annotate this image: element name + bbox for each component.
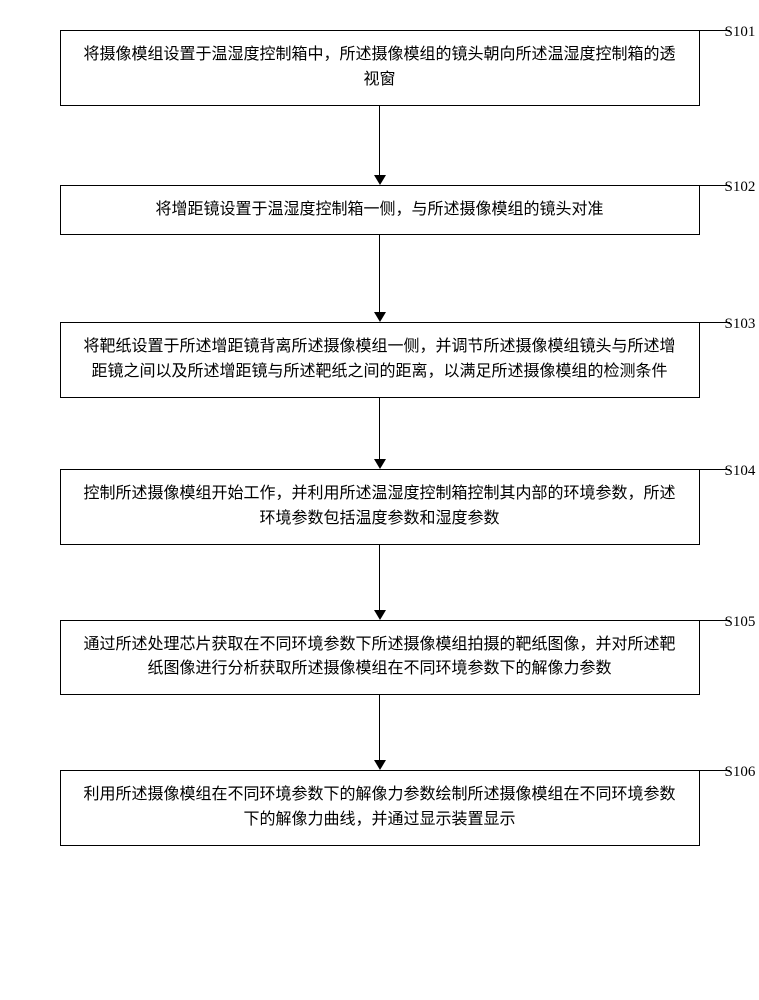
arrow-head xyxy=(374,175,386,185)
flow-box: 将靶纸设置于所述增距镜背离所述摄像模组一侧，并调节所述摄像模组镜头与所述增距镜之… xyxy=(60,322,700,398)
flow-step: 将摄像模组设置于温湿度控制箱中，所述摄像模组的镜头朝向所述温湿度控制箱的透视窗S… xyxy=(20,30,739,106)
arrow-down-icon xyxy=(374,106,386,185)
arrow-shaft xyxy=(379,398,380,460)
step-label: S104 xyxy=(725,463,756,480)
arrow-down-icon xyxy=(374,545,386,620)
flowchart-container: 将摄像模组设置于温湿度控制箱中，所述摄像模组的镜头朝向所述温湿度控制箱的透视窗S… xyxy=(20,30,739,846)
arrow-head xyxy=(374,459,386,469)
arrow-shaft xyxy=(379,545,380,611)
arrow-down-icon xyxy=(374,235,386,322)
flow-box: 通过所述处理芯片获取在不同环境参数下所述摄像模组拍摄的靶纸图像，并对所述靶纸图像… xyxy=(60,620,700,696)
box-holder: 将增距镜设置于温湿度控制箱一侧，与所述摄像模组的镜头对准S102 xyxy=(60,185,700,236)
flow-step: 将增距镜设置于温湿度控制箱一侧，与所述摄像模组的镜头对准S102 xyxy=(20,185,739,236)
arrow-head xyxy=(374,312,386,322)
flow-box: 控制所述摄像模组开始工作，并利用所述温湿度控制箱控制其内部的环境参数，所述环境参… xyxy=(60,469,700,545)
flow-step: 控制所述摄像模组开始工作，并利用所述温湿度控制箱控制其内部的环境参数，所述环境参… xyxy=(20,469,739,545)
step-label: S101 xyxy=(725,24,756,41)
step-label: S106 xyxy=(725,764,756,781)
box-holder: 通过所述处理芯片获取在不同环境参数下所述摄像模组拍摄的靶纸图像，并对所述靶纸图像… xyxy=(60,620,700,696)
arrow-down-icon xyxy=(374,398,386,469)
box-holder: 控制所述摄像模组开始工作，并利用所述温湿度控制箱控制其内部的环境参数，所述环境参… xyxy=(60,469,700,545)
flow-box: 利用所述摄像模组在不同环境参数下的解像力参数绘制所述摄像模组在不同环境参数下的解… xyxy=(60,770,700,846)
step-label: S105 xyxy=(725,614,756,631)
box-holder: 利用所述摄像模组在不同环境参数下的解像力参数绘制所述摄像模组在不同环境参数下的解… xyxy=(60,770,700,846)
step-label: S102 xyxy=(725,179,756,196)
arrow-down-icon xyxy=(374,695,386,770)
step-label: S103 xyxy=(725,316,756,333)
flow-box: 将摄像模组设置于温湿度控制箱中，所述摄像模组的镜头朝向所述温湿度控制箱的透视窗 xyxy=(60,30,700,106)
flow-step: 利用所述摄像模组在不同环境参数下的解像力参数绘制所述摄像模组在不同环境参数下的解… xyxy=(20,770,739,846)
flow-step: 通过所述处理芯片获取在不同环境参数下所述摄像模组拍摄的靶纸图像，并对所述靶纸图像… xyxy=(20,620,739,696)
arrow-shaft xyxy=(379,235,380,313)
arrow-shaft xyxy=(379,106,380,176)
flow-step: 将靶纸设置于所述增距镜背离所述摄像模组一侧，并调节所述摄像模组镜头与所述增距镜之… xyxy=(20,322,739,398)
arrow-head xyxy=(374,610,386,620)
arrow-head xyxy=(374,760,386,770)
flow-box: 将增距镜设置于温湿度控制箱一侧，与所述摄像模组的镜头对准 xyxy=(60,185,700,236)
arrow-shaft xyxy=(379,695,380,761)
box-holder: 将摄像模组设置于温湿度控制箱中，所述摄像模组的镜头朝向所述温湿度控制箱的透视窗S… xyxy=(60,30,700,106)
box-holder: 将靶纸设置于所述增距镜背离所述摄像模组一侧，并调节所述摄像模组镜头与所述增距镜之… xyxy=(60,322,700,398)
